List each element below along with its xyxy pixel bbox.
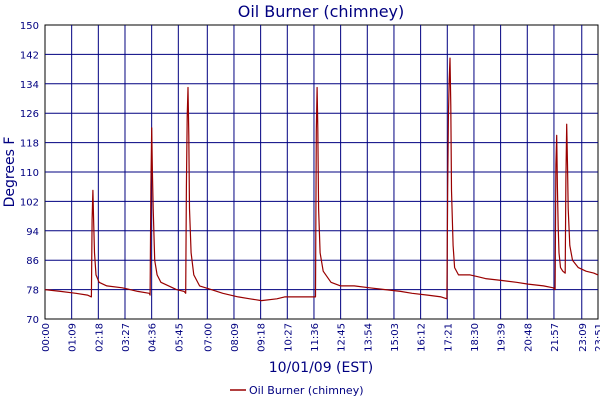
x-tick-label: 21:57 [550, 323, 561, 352]
grid-lines [45, 25, 598, 319]
x-tick-label: 07:00 [203, 323, 214, 352]
y-tick-label: 110 [20, 168, 39, 179]
x-tick-label: 05:45 [174, 323, 185, 352]
series-line [44, 57, 599, 302]
x-tick-label: 23:09 [578, 323, 589, 352]
x-tick-label: 16:12 [417, 323, 428, 352]
legend-label: Oil Burner (chimney) [249, 384, 364, 397]
x-tick-label: 20:48 [523, 323, 534, 352]
x-tick-label: 03:27 [121, 323, 132, 352]
x-tick-label: 15:03 [390, 323, 401, 352]
y-tick-label: 126 [20, 109, 39, 120]
y-tick-label: 150 [20, 21, 39, 32]
x-tick-label: 10:27 [283, 323, 294, 352]
y-tick-label: 102 [20, 197, 39, 208]
x-tick-label: 09:18 [257, 323, 268, 352]
x-tick-label: 19:39 [497, 323, 508, 352]
x-tick-label: 02:18 [94, 323, 105, 352]
series-group [44, 57, 599, 302]
x-tick-label: 08:09 [230, 323, 241, 352]
x-tick-label: 01:09 [68, 323, 79, 352]
y-tick-label: 70 [26, 315, 39, 326]
x-axis-label: 10/01/09 (EST) [269, 360, 374, 376]
legend: Oil Burner (chimney) [230, 384, 364, 397]
x-tick-label: 12:45 [337, 323, 348, 352]
y-tick-label: 134 [20, 80, 39, 91]
x-tick-label: 17:21 [443, 323, 454, 352]
y-axis-label: Degrees F [2, 137, 18, 208]
x-tick-label: 00:00 [41, 323, 52, 352]
x-tick-label: 18:30 [470, 323, 481, 352]
y-axis-ticks: 70 78 86 94 102 110 118 126 134 142 150 [20, 21, 39, 326]
chart-title: Oil Burner (chimney) [238, 2, 405, 21]
x-tick-label: 23:51 [594, 323, 600, 352]
y-tick-label: 142 [20, 50, 39, 61]
y-tick-label: 78 [26, 286, 39, 297]
x-tick-label: 13:54 [363, 323, 374, 352]
y-tick-label: 94 [26, 227, 39, 238]
x-tick-label: 11:36 [310, 323, 321, 352]
y-tick-label: 118 [20, 139, 39, 150]
x-axis-ticks: 00:00 01:09 02:18 03:27 04:36 05:45 07:00 08:09… [41, 323, 600, 352]
x-tick-label: 04:36 [148, 323, 159, 352]
y-tick-label: 86 [26, 256, 39, 267]
